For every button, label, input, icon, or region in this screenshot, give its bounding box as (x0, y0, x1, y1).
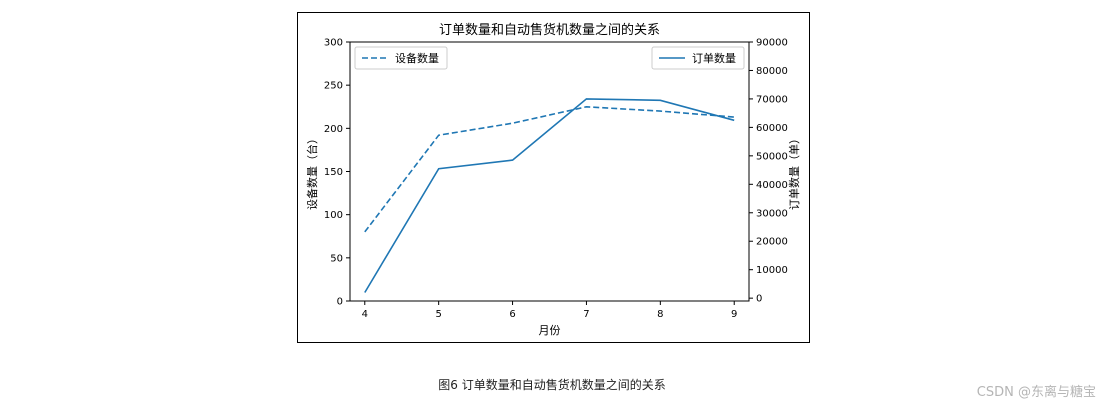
legend-box (354, 46, 448, 70)
x-tick-label: 9 (731, 309, 737, 320)
y-left-axis-label: 设备数量（台） (305, 133, 319, 210)
y-right-tick-label: 70000 (756, 94, 788, 105)
figure-frame: 订单数量和自动售货机数量之间的关系 4 5 6 7 8 9 月份 0 50 100 150 200 250… (297, 12, 810, 343)
legend-label: 订单数量 (692, 52, 736, 65)
x-axis-label: 月份 (539, 324, 561, 337)
x-tick-label: 7 (583, 309, 589, 320)
y-right-tick-label: 20000 (756, 237, 788, 248)
y-left-tick-label: 50 (330, 253, 343, 264)
y-left-tick-label: 200 (324, 124, 343, 135)
y-right-tick-label: 30000 (756, 208, 788, 219)
plot-area (349, 41, 750, 302)
series-line-orders (364, 98, 735, 293)
y-right-tick-label: 0 (756, 294, 762, 305)
y-left-tick-label: 150 (324, 167, 343, 178)
y-left-tick-label: 250 (324, 81, 343, 92)
y-left-tick-label: 100 (324, 210, 343, 221)
figure-caption: 图6 订单数量和自动售货机数量之间的关系 (438, 378, 666, 392)
x-tick-label: 8 (657, 309, 663, 320)
legend-box (651, 46, 745, 70)
y-right-tick-label: 90000 (756, 38, 788, 49)
y-right-tick-label: 60000 (756, 123, 788, 134)
y-right-tick-label: 10000 (756, 265, 788, 276)
x-tick-label: 5 (435, 309, 441, 320)
y-right-tick-label: 50000 (756, 151, 788, 162)
x-tick-label: 6 (509, 309, 515, 320)
watermark: CSDN @东离与糖宝 (976, 385, 1096, 400)
y-left-tick-label: 0 (337, 297, 343, 308)
x-tick-label: 4 (362, 309, 368, 320)
y-right-tick-label: 80000 (756, 66, 788, 77)
y-right-axis-label: 订单数量（单） (788, 133, 801, 210)
chart-title: 订单数量和自动售货机数量之间的关系 (439, 22, 660, 38)
legend-label: 设备数量 (395, 51, 439, 65)
y-left-tick-label: 300 (324, 38, 343, 49)
series-line-devices (364, 105, 735, 233)
y-right-tick-label: 40000 (756, 180, 788, 191)
chart: 订单数量和自动售货机数量之间的关系 4 5 6 7 8 9 月份 0 50 100 150 200 250… (305, 22, 801, 337)
